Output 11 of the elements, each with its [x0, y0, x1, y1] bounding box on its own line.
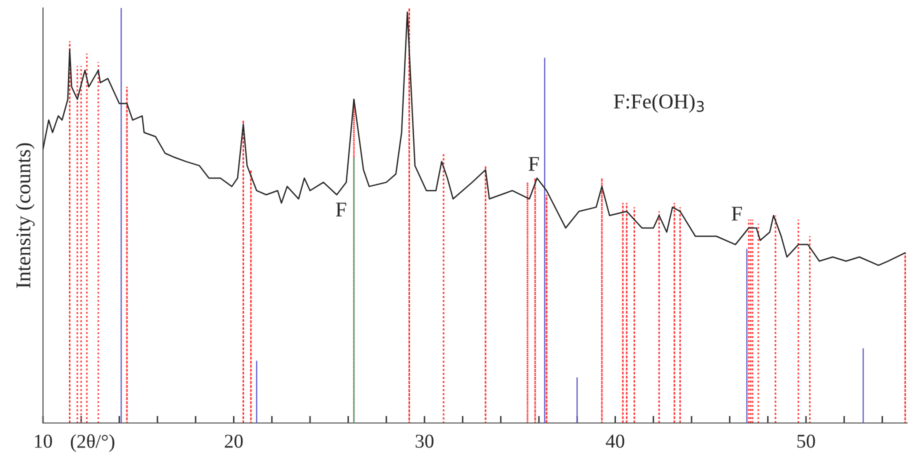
x-tick-label: 10	[34, 434, 52, 448]
annotation: F:Fe(OH)$_{3}$	[614, 94, 704, 113]
annotation: F	[336, 202, 346, 216]
x-tick-label: 20	[224, 434, 243, 448]
x-tick-label: 40	[606, 434, 624, 448]
annotation: F	[732, 206, 742, 221]
x-axis-title: (2θ/°)	[70, 434, 114, 452]
annotation: F	[528, 157, 539, 171]
x-tick-label: 30	[416, 434, 434, 448]
y-axis-title: Intensity (counts)	[16, 143, 35, 288]
x-tick-label: 50	[797, 434, 815, 448]
